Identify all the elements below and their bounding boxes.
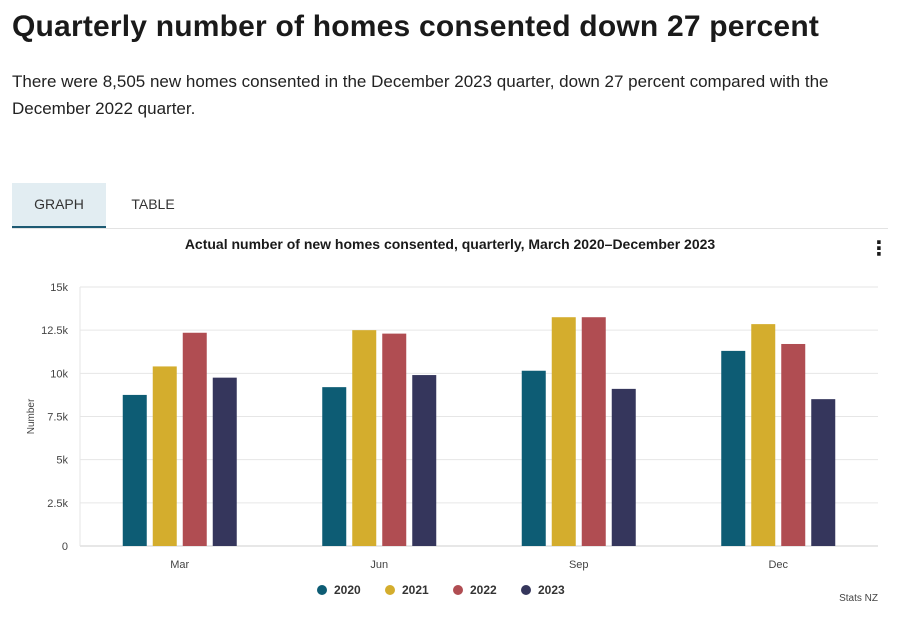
bar-2021-dec[interactable] <box>751 324 776 546</box>
bar-2022-sep[interactable] <box>581 317 606 546</box>
bar-2021-mar[interactable] <box>152 366 177 546</box>
x-tick-label: Jun <box>370 559 388 571</box>
x-tick-label: Mar <box>170 559 189 571</box>
bar-2020-dec[interactable] <box>721 350 746 546</box>
x-tick-label: Sep <box>569 559 589 571</box>
legend-swatch-2021[interactable] <box>385 585 395 595</box>
legend-swatch-2020[interactable] <box>317 585 327 595</box>
bar-2023-mar[interactable] <box>212 377 237 546</box>
y-tick-label: 5k <box>56 455 68 467</box>
bar-2023-jun[interactable] <box>412 375 437 546</box>
bar-2021-jun[interactable] <box>352 330 377 546</box>
bar-2023-sep[interactable] <box>611 388 636 546</box>
y-tick-label: 2.5k <box>47 498 68 510</box>
tab-bar: GRAPH TABLE <box>12 183 888 229</box>
bar-2023-dec[interactable] <box>811 399 836 546</box>
chart: Actual number of new homes consented, qu… <box>26 236 878 604</box>
y-tick-label: 10k <box>50 368 68 380</box>
legend-swatch-2023[interactable] <box>521 585 531 595</box>
source-credit: Stats NZ <box>839 593 878 604</box>
legend-label-2021[interactable]: 2021 <box>402 583 429 597</box>
legend-swatch-2022[interactable] <box>453 585 463 595</box>
y-tick-label: 12.5k <box>41 325 68 337</box>
bar-2022-mar[interactable] <box>182 332 207 546</box>
y-axis-label: Number <box>26 398 37 434</box>
bar-2022-dec[interactable] <box>781 343 806 546</box>
legend-label-2020[interactable]: 2020 <box>334 583 361 597</box>
y-tick-label: 15k <box>50 282 68 294</box>
y-tick-label: 0 <box>62 541 68 553</box>
bar-2022-jun[interactable] <box>382 333 407 546</box>
bar-2021-sep[interactable] <box>551 317 576 546</box>
tab-graph[interactable]: GRAPH <box>12 183 106 228</box>
bar-2020-jun[interactable] <box>322 387 347 546</box>
legend-label-2022[interactable]: 2022 <box>470 583 497 597</box>
chart-title: Actual number of new homes consented, qu… <box>185 236 716 252</box>
x-tick-label: Dec <box>768 559 788 571</box>
y-tick-label: 7.5k <box>47 412 68 424</box>
bar-2020-sep[interactable] <box>521 370 546 546</box>
page-title: Quarterly number of homes consented down… <box>12 10 820 43</box>
more-options-icon[interactable]: ⋮ <box>869 238 889 260</box>
summary-text: There were 8,505 new homes consented in … <box>12 72 829 118</box>
bar-2020-mar[interactable] <box>122 394 147 546</box>
legend-label-2023[interactable]: 2023 <box>538 583 565 597</box>
tab-table[interactable]: TABLE <box>131 196 175 212</box>
